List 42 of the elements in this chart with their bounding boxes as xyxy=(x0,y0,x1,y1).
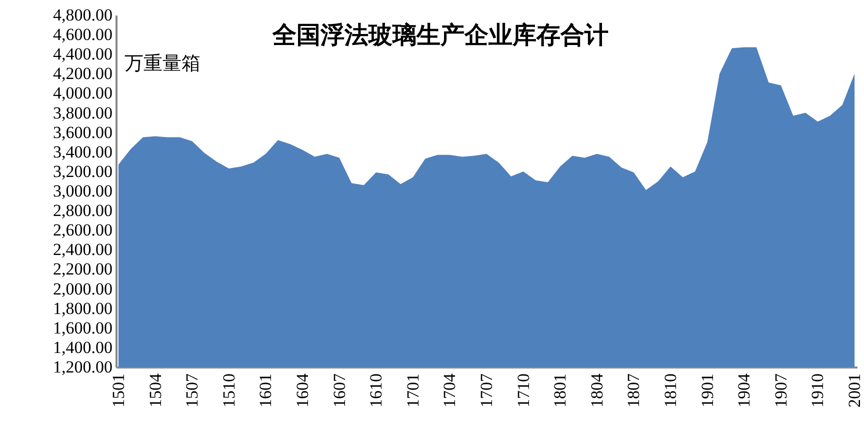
x-tick-label: 1510 xyxy=(219,374,238,408)
x-tick-label: 1704 xyxy=(440,373,460,408)
y-tick-label: 2,400.00 xyxy=(53,240,112,260)
x-tick-label: 1810 xyxy=(661,374,680,408)
y-tick-label: 1,600.00 xyxy=(53,318,112,338)
y-tick-label: 3,000.00 xyxy=(53,182,112,200)
x-tick-label: 1901 xyxy=(698,374,717,408)
y-tick-label: 1,400.00 xyxy=(53,338,112,357)
x-tick-label: 1904 xyxy=(734,373,754,408)
x-tick-label: 1801 xyxy=(550,374,570,408)
x-tick-label: 1604 xyxy=(292,373,312,408)
x-tick-label: 1707 xyxy=(477,373,496,408)
x-tick-label: 1610 xyxy=(366,374,386,408)
y-tick-label: 3,200.00 xyxy=(53,162,112,181)
x-tick-label: 1701 xyxy=(403,374,422,408)
y-tick-label: 3,600.00 xyxy=(53,122,112,142)
y-tick-label: 4,400.00 xyxy=(53,44,112,64)
x-tick-label: 1601 xyxy=(256,374,276,408)
x-tick-label: 1607 xyxy=(330,373,349,408)
x-tick-label: 1910 xyxy=(808,374,828,408)
y-tick-label: 1,200.00 xyxy=(53,358,112,376)
y-tick-label: 3,400.00 xyxy=(53,142,112,162)
y-axis-title: 万重量箱 xyxy=(124,54,200,74)
x-tick-label: 1907 xyxy=(771,373,790,408)
y-tick-label: 2,000.00 xyxy=(53,279,112,298)
chart-title: 全国浮法玻璃生产企业库存合计 xyxy=(272,22,608,49)
y-tick-label: 4,200.00 xyxy=(53,64,112,84)
x-tick-label: 1807 xyxy=(624,373,644,408)
x-tick-label: 1804 xyxy=(587,373,606,408)
x-tick-label: 1507 xyxy=(182,373,202,408)
y-tick-label: 1,800.00 xyxy=(53,298,112,318)
x-tick-label: 1501 xyxy=(108,374,128,408)
y-tick-label: 2,600.00 xyxy=(53,220,112,240)
y-tick-label: 4,600.00 xyxy=(53,25,112,44)
x-tick-label: 2001 xyxy=(845,374,864,408)
x-tick-label: 1710 xyxy=(514,374,533,408)
y-tick-label: 4,000.00 xyxy=(53,84,112,103)
x-tick-label: 1504 xyxy=(146,373,165,408)
y-tick-label: 3,800.00 xyxy=(53,103,112,122)
y-tick-label: 4,800.00 xyxy=(53,6,112,24)
y-tick-label: 2,800.00 xyxy=(53,201,112,220)
y-tick-label: 2,200.00 xyxy=(53,260,112,279)
